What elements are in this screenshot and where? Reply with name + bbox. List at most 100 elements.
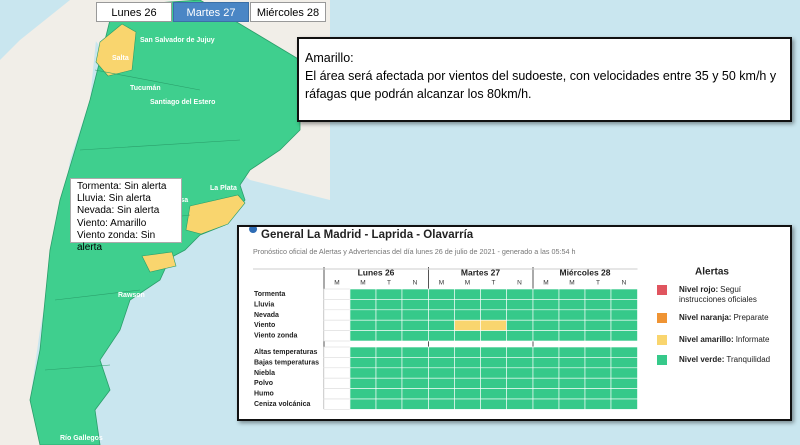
alert-cell [428, 367, 455, 379]
alert-cell [375, 309, 403, 321]
tab[interactable]: Martes 27 [173, 2, 249, 22]
alert-cell [349, 377, 377, 389]
period-label: T [596, 280, 600, 287]
tab[interactable]: Miércoles 28 [250, 2, 326, 22]
alert-cell [428, 398, 455, 410]
alert-cell [401, 357, 429, 369]
alert-cell [584, 377, 612, 389]
alert-cell [610, 330, 638, 342]
alert-cell [349, 330, 377, 342]
alert-cell [506, 377, 534, 389]
map-label: La Plata [210, 185, 237, 192]
alert-cell [375, 398, 403, 410]
tab[interactable]: Lunes 26 [96, 2, 172, 22]
alert-cell [584, 388, 612, 400]
alert-cell [480, 367, 507, 379]
legend-desc: Tranquilidad [726, 355, 770, 364]
legend-swatch [657, 355, 667, 365]
alert-cell [610, 346, 638, 358]
alert-cell [506, 357, 534, 369]
alert-cell [454, 357, 481, 369]
alert-cell [532, 288, 560, 300]
alert-cell [323, 367, 351, 379]
alert-cell [480, 309, 507, 321]
alert-cell [480, 388, 507, 400]
popup-text: El área será afectada por vientos del su… [305, 69, 777, 101]
alert-cell [454, 388, 481, 400]
period-label: N [517, 280, 522, 287]
alert-cell [558, 319, 586, 331]
alert-cell [506, 309, 534, 321]
alert-cell [558, 357, 586, 369]
alert-cell [506, 330, 534, 342]
day-name: Martes 27 [461, 267, 500, 277]
alert-cell [532, 319, 560, 331]
alert-cell [558, 398, 586, 410]
alert-cell [454, 309, 481, 321]
alert-cell [375, 367, 403, 379]
alert-cell [480, 346, 507, 358]
alert-cell [375, 346, 403, 358]
alert-cell [532, 398, 560, 410]
alert-cell [401, 330, 429, 342]
alert-cell [323, 377, 351, 389]
row-label: Tormenta [254, 291, 285, 298]
map-label: Rawson [118, 292, 145, 299]
alert-cell [375, 299, 403, 311]
legend-label: Nivel naranja: [679, 313, 731, 322]
alert-cell [349, 299, 377, 311]
row-label: Viento zonda [254, 333, 298, 340]
alert-cell [401, 388, 429, 400]
yellow-zone [185, 194, 246, 235]
alert-cell [323, 299, 351, 311]
alert-cell [558, 309, 586, 321]
alert-cell [610, 299, 638, 311]
alert-cell [349, 388, 377, 400]
alert-cell [375, 288, 403, 300]
alert-cell [349, 309, 377, 321]
alert-cell [401, 398, 429, 410]
alert-cell [375, 330, 403, 342]
alert-cell [428, 309, 455, 321]
period-label: M [439, 280, 444, 287]
alert-cell [532, 346, 560, 358]
alert-cell [428, 299, 455, 311]
row-label: Viento [254, 322, 275, 329]
period-label: M [334, 280, 339, 287]
alert-cell [610, 309, 638, 321]
period-label: T [387, 280, 391, 287]
legend-desc: instrucciones oficiales [679, 295, 757, 304]
legend-desc: Informate [736, 335, 770, 344]
alert-cell [558, 288, 586, 300]
alert-cell [428, 330, 455, 342]
alert-cell [454, 346, 481, 358]
alert-cell [584, 357, 612, 369]
alert-cell [532, 377, 560, 389]
tooltip-line: Lluvia: Sin alerta [77, 193, 151, 205]
alert-cell [454, 319, 481, 331]
period-label: T [492, 280, 496, 287]
row-label: Bajas temperaturas [254, 359, 319, 366]
alert-cell [532, 309, 560, 321]
day-name: Lunes 26 [358, 267, 395, 277]
alert-cell [506, 346, 534, 358]
alert-cell [558, 330, 586, 342]
row-label: Ceniza volcánica [254, 401, 311, 408]
row-label: Altas temperaturas [254, 349, 318, 356]
alert-cell [610, 398, 638, 410]
legend-title: Alertas [695, 267, 729, 278]
legend-swatch [657, 285, 667, 295]
alert-cell [349, 398, 377, 410]
map-label: Salta [112, 55, 129, 62]
alert-cell [610, 388, 638, 400]
panel: General La Madrid - Laprida - Olavarría … [237, 225, 792, 421]
alert-cell [375, 388, 403, 400]
alert-cell [610, 288, 638, 300]
alert-cell [506, 299, 534, 311]
alert-cell [506, 388, 534, 400]
alert-cell [532, 357, 560, 369]
alert-cell [506, 288, 534, 300]
tooltip-line: Viento zonda: Sin alerta [77, 229, 156, 254]
alert-cell [454, 377, 481, 389]
alert-cell [428, 388, 455, 400]
